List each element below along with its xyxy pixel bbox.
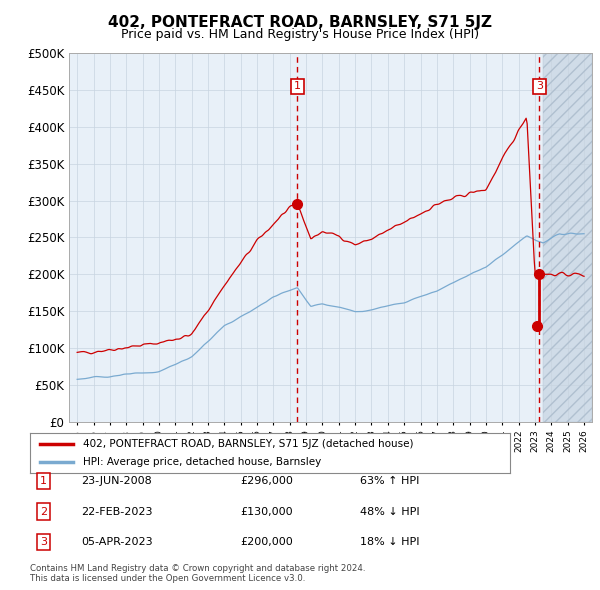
- Text: 48% ↓ HPI: 48% ↓ HPI: [360, 507, 419, 516]
- Text: 05-APR-2023: 05-APR-2023: [81, 537, 152, 547]
- Text: 23-JUN-2008: 23-JUN-2008: [81, 476, 152, 486]
- Text: 3: 3: [536, 81, 543, 91]
- Text: 18% ↓ HPI: 18% ↓ HPI: [360, 537, 419, 547]
- Text: 3: 3: [40, 537, 47, 547]
- Text: £200,000: £200,000: [240, 537, 293, 547]
- Text: 63% ↑ HPI: 63% ↑ HPI: [360, 476, 419, 486]
- Bar: [543, 53, 592, 422]
- Bar: [69, 53, 543, 422]
- Text: This data is licensed under the Open Government Licence v3.0.: This data is licensed under the Open Gov…: [30, 574, 305, 583]
- Text: Contains HM Land Registry data © Crown copyright and database right 2024.: Contains HM Land Registry data © Crown c…: [30, 565, 365, 573]
- Text: 1: 1: [40, 476, 47, 486]
- Text: 402, PONTEFRACT ROAD, BARNSLEY, S71 5JZ: 402, PONTEFRACT ROAD, BARNSLEY, S71 5JZ: [108, 15, 492, 30]
- Text: Price paid vs. HM Land Registry's House Price Index (HPI): Price paid vs. HM Land Registry's House …: [121, 28, 479, 41]
- Text: 2: 2: [40, 507, 47, 516]
- Text: 1: 1: [294, 81, 301, 91]
- Text: £296,000: £296,000: [240, 476, 293, 486]
- Text: £130,000: £130,000: [240, 507, 293, 516]
- Text: HPI: Average price, detached house, Barnsley: HPI: Average price, detached house, Barn…: [83, 457, 321, 467]
- Text: 22-FEB-2023: 22-FEB-2023: [81, 507, 152, 516]
- Bar: [543, 53, 592, 422]
- Text: 402, PONTEFRACT ROAD, BARNSLEY, S71 5JZ (detached house): 402, PONTEFRACT ROAD, BARNSLEY, S71 5JZ …: [83, 439, 413, 449]
